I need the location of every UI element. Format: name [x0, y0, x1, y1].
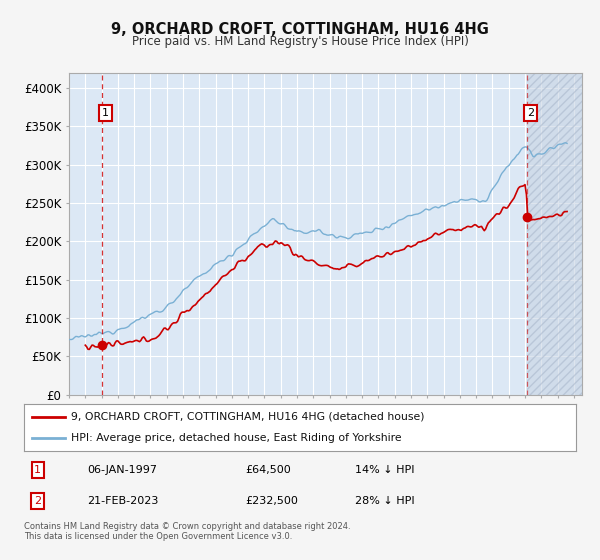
Text: HPI: Average price, detached house, East Riding of Yorkshire: HPI: Average price, detached house, East…	[71, 433, 401, 444]
Text: 9, ORCHARD CROFT, COTTINGHAM, HU16 4HG: 9, ORCHARD CROFT, COTTINGHAM, HU16 4HG	[111, 22, 489, 38]
Text: £64,500: £64,500	[245, 465, 290, 475]
Text: 06-JAN-1997: 06-JAN-1997	[88, 465, 157, 475]
Text: 14% ↓ HPI: 14% ↓ HPI	[355, 465, 415, 475]
Text: 21-FEB-2023: 21-FEB-2023	[88, 496, 159, 506]
Text: 9, ORCHARD CROFT, COTTINGHAM, HU16 4HG (detached house): 9, ORCHARD CROFT, COTTINGHAM, HU16 4HG (…	[71, 412, 424, 422]
Bar	[527, 73, 582, 395]
Text: 2: 2	[527, 108, 534, 118]
Text: 1: 1	[102, 108, 109, 118]
Text: 2: 2	[34, 496, 41, 506]
Text: Contains HM Land Registry data © Crown copyright and database right 2024.
This d: Contains HM Land Registry data © Crown c…	[24, 522, 350, 542]
Text: 1: 1	[34, 465, 41, 475]
Text: Price paid vs. HM Land Registry's House Price Index (HPI): Price paid vs. HM Land Registry's House …	[131, 35, 469, 48]
Text: 28% ↓ HPI: 28% ↓ HPI	[355, 496, 415, 506]
Text: £232,500: £232,500	[245, 496, 298, 506]
